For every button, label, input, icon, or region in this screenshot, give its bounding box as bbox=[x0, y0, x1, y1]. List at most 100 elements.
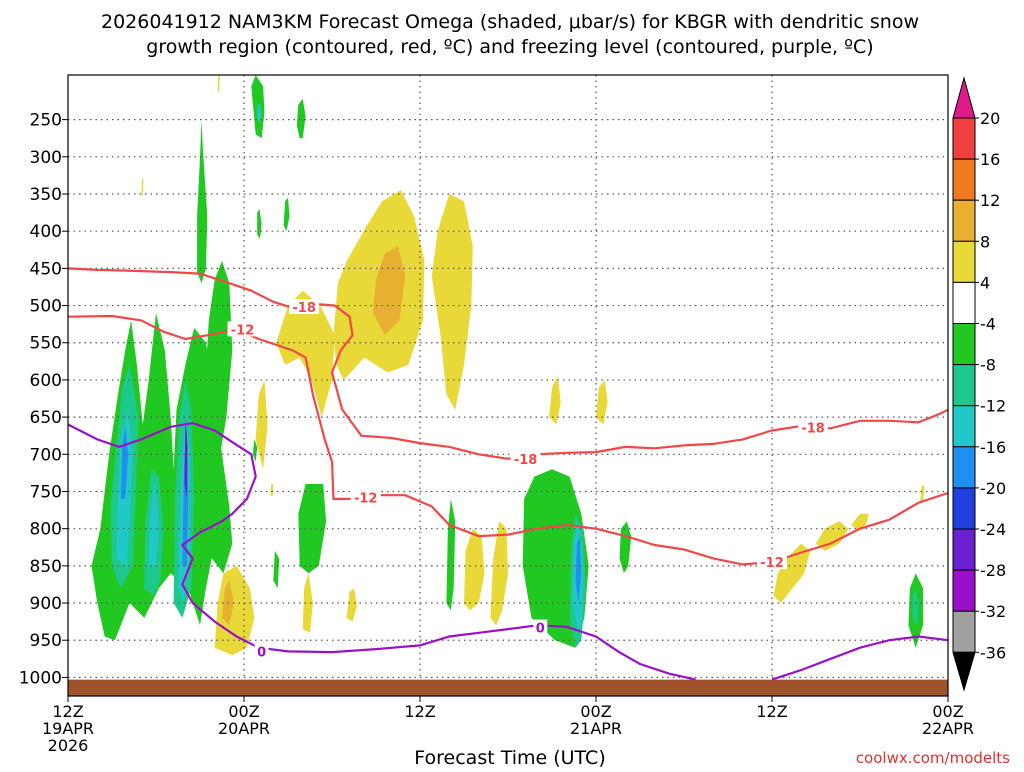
contour-label-bg bbox=[254, 643, 269, 659]
contour-label-bg bbox=[798, 419, 829, 435]
chart-title-line1: 2026041912 NAM3KM Forecast Omega (shaded… bbox=[101, 11, 919, 33]
contour-label-bg bbox=[289, 299, 320, 315]
omega-region bbox=[490, 521, 508, 626]
omega-region bbox=[920, 485, 925, 503]
contour-layer: -18 -18 -18 -12 -12 -12 0 0 bbox=[67, 267, 949, 681]
colorbar-bin bbox=[952, 199, 976, 242]
colorbar-label: -32 bbox=[980, 602, 1006, 621]
omega-region bbox=[296, 98, 306, 139]
contour-label-bg bbox=[350, 489, 381, 505]
colorbar-bin bbox=[952, 405, 976, 448]
colorbar-label: -20 bbox=[980, 479, 1006, 498]
omega-region bbox=[184, 417, 188, 499]
colorbar-label: -28 bbox=[980, 561, 1006, 580]
colorbar-bin bbox=[952, 610, 976, 653]
omega-region bbox=[197, 119, 208, 284]
colorbar: 20 16 12 8 4 -4 -8 -12 -16 -20 -24 -28 -32 -36 bbox=[952, 76, 1006, 692]
x-tick-label: 19APR bbox=[42, 719, 94, 738]
colorbar-label: -24 bbox=[980, 520, 1006, 539]
credit-text: coolwx.com/modelts bbox=[856, 749, 1010, 767]
contour-label: -18 bbox=[801, 422, 825, 437]
y-tick-label: 500 bbox=[30, 297, 62, 317]
colorbar-label: 16 bbox=[980, 150, 1000, 169]
chart-title-line2: growth region (contoured, red, ºC) and f… bbox=[146, 36, 873, 58]
y-tick-label: 400 bbox=[30, 222, 62, 242]
omega-shading-layer bbox=[91, 75, 925, 656]
axes-layer: 250 300 350 400 450 500 550 600 650 700 750 800 850 9… bbox=[19, 74, 974, 755]
omega-region bbox=[255, 379, 268, 470]
y-tick-label: 700 bbox=[30, 445, 62, 465]
contour-label-bg bbox=[757, 554, 787, 570]
x-axis-title: Forecast Time (UTC) bbox=[414, 747, 605, 768]
omega-region bbox=[596, 379, 608, 425]
freezing-level-2-contour bbox=[771, 635, 949, 681]
y-tick-label: 250 bbox=[30, 111, 62, 131]
x-tick-label: 00Z bbox=[580, 702, 611, 721]
omega-region bbox=[200, 260, 233, 522]
omega-region bbox=[141, 179, 144, 196]
omega-region bbox=[346, 588, 357, 622]
colorbar-label: 4 bbox=[980, 273, 990, 292]
colorbar-label: -12 bbox=[980, 397, 1006, 416]
omega-region bbox=[773, 543, 811, 603]
colorbar-bin bbox=[952, 446, 976, 489]
colorbar-bin bbox=[952, 569, 976, 612]
grid-layer bbox=[68, 75, 948, 696]
y-tick-label: 300 bbox=[30, 148, 62, 168]
contour-label: 0 bbox=[257, 645, 266, 660]
omega-region bbox=[575, 536, 582, 603]
colorbar-label: 8 bbox=[980, 232, 990, 251]
y-tick-label: 650 bbox=[30, 408, 62, 428]
y-tick-label: 900 bbox=[30, 594, 62, 614]
contour-label: -12 bbox=[354, 491, 378, 506]
x-tick-label: 12Z bbox=[756, 702, 787, 721]
colorbar-label: 12 bbox=[980, 191, 1000, 210]
omega-region bbox=[217, 75, 220, 92]
y-tick-label: 600 bbox=[30, 371, 62, 391]
omega-region bbox=[851, 513, 869, 531]
contour-label: -12 bbox=[760, 556, 784, 571]
colorbar-bottom-triangle bbox=[952, 651, 976, 692]
contour-label: -12 bbox=[231, 323, 255, 338]
contour-label: -18 bbox=[514, 453, 538, 468]
omega-region bbox=[276, 290, 335, 418]
x-tick-label: 12Z bbox=[52, 702, 83, 721]
x-tick-label: 00Z bbox=[932, 702, 963, 721]
colorbar-bin bbox=[952, 364, 976, 407]
y-tick-label: 800 bbox=[30, 520, 62, 540]
omega-region bbox=[257, 103, 262, 124]
omega-region bbox=[270, 484, 274, 496]
plot-frame bbox=[67, 74, 949, 697]
omega-region bbox=[912, 588, 919, 626]
colorbar-bin bbox=[952, 281, 976, 324]
omega-region bbox=[431, 194, 473, 410]
x-tick-label: 20APR bbox=[218, 719, 270, 738]
omega-region bbox=[120, 424, 129, 499]
x-tick-label: 12Z bbox=[404, 702, 435, 721]
y-tick-label: 850 bbox=[30, 557, 62, 577]
colorbar-label: -16 bbox=[980, 438, 1006, 457]
contour-label: -18 bbox=[292, 301, 316, 316]
omega-region bbox=[148, 484, 159, 566]
ground-fill bbox=[68, 679, 948, 696]
omega-region bbox=[214, 565, 255, 656]
dgz-upper-contour bbox=[67, 267, 949, 460]
omega-region bbox=[302, 573, 313, 633]
contour-label-bg bbox=[510, 450, 541, 466]
omega-region bbox=[273, 551, 280, 589]
colorbar-bin bbox=[952, 528, 976, 571]
y-tick-label: 1000 bbox=[19, 668, 62, 688]
colorbar-label: 20 bbox=[980, 109, 1000, 128]
omega-region bbox=[816, 521, 849, 551]
y-tick-label: 750 bbox=[30, 482, 62, 502]
colorbar-bin bbox=[952, 240, 976, 283]
omega-region bbox=[373, 246, 406, 336]
colorbar-bin bbox=[952, 158, 976, 201]
omega-region bbox=[298, 484, 327, 574]
x-tick-label: 2026 bbox=[48, 736, 89, 755]
colorbar-label: -4 bbox=[980, 315, 996, 334]
x-tick-label: 00Z bbox=[228, 702, 259, 721]
y-tick-label: 550 bbox=[30, 334, 62, 354]
omega-region bbox=[619, 521, 632, 574]
